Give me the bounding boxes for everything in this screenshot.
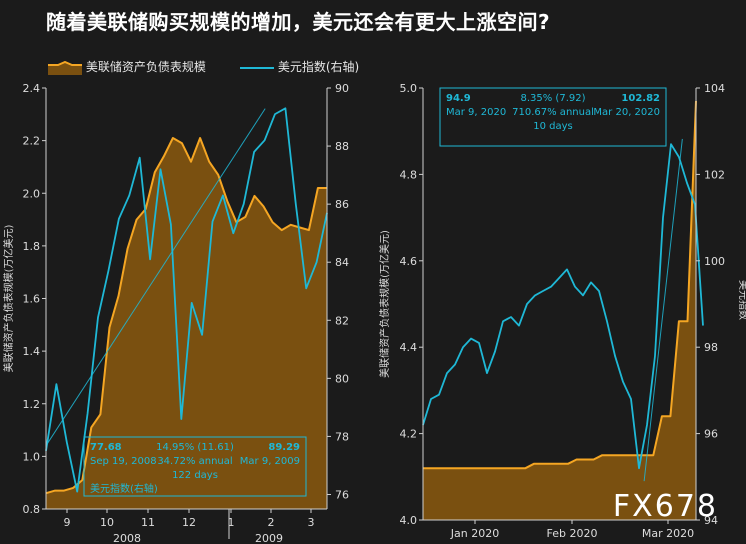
chart2-right-tick-label: 102: [704, 168, 725, 181]
chart1-stats-end-date: Mar 9, 2009: [240, 456, 300, 467]
chart1-stats-change: 14.95% (11.61): [156, 442, 234, 453]
chart2-stats-days: 10 days: [533, 121, 573, 132]
chart1-left-tick-label: 1.2: [23, 398, 41, 411]
chart2-right-tick-label: 96: [704, 428, 718, 441]
watermark-logo: FX678: [612, 489, 718, 524]
chart1-right-tick-label: 78: [335, 430, 349, 443]
chart1-stats-start-value: 77.68: [90, 442, 122, 453]
chart2-left-tick-label: 4.0: [400, 514, 418, 527]
chart2-fed-line: [423, 100, 697, 470]
chart1-left-tick-label: 1.6: [23, 293, 41, 306]
chart2-stats-start-date: Mar 9, 2020: [446, 107, 506, 118]
chart1-right-tick-label: 76: [335, 488, 349, 501]
chart1-left-tick-label: 2.2: [23, 135, 41, 148]
chart1-fed-area: [46, 138, 327, 509]
chart2-x-tick-label: Mar 2020: [642, 527, 694, 540]
chart1-left-tick-label: 2.4: [23, 82, 41, 95]
chart1-right-tick-label: 86: [335, 198, 349, 211]
chart2-dxy-line: [422, 143, 704, 470]
chart1-stats-start-date: Sep 19, 2008: [90, 456, 157, 467]
chart1-stats-annual: 34.72% annual: [157, 456, 232, 467]
chart1-dxy-line: [45, 107, 328, 493]
chart1-x-tick-label: 1: [228, 516, 235, 529]
chart2-right-tick-label: 94: [704, 514, 718, 527]
chart1-right-tick-label: 82: [335, 314, 349, 327]
chart2-stats-end-value: 102.82: [621, 93, 660, 104]
chart2-left-tick-label: 4.8: [400, 168, 418, 181]
chart1-left-tick-label: 0.8: [23, 503, 41, 516]
chart1-stats-box: [83, 436, 307, 497]
legend-item-fed: 美联储资产负债表规模: [48, 58, 206, 75]
chart1-right-tick-label: 88: [335, 140, 349, 153]
chart1-right-tick-label: 80: [335, 372, 349, 385]
legend-swatch-fed: [48, 60, 82, 75]
chart1-left-tick-label: 1.4: [23, 345, 41, 358]
chart1-trend-line: [45, 108, 266, 446]
chart1-right-tick-label: 84: [335, 256, 349, 269]
chart1-year-label: 2009: [255, 532, 283, 544]
chart2-right-tick-label: 104: [704, 82, 725, 95]
legend-item-dxy: 美元指数(右轴): [240, 58, 359, 75]
chart2-y-axis-label: 美联储资产负债表规模(万亿美元): [378, 230, 391, 378]
chart1-x-tick-label: 2: [268, 516, 275, 529]
chart2-left-tick-label: 4.2: [400, 428, 418, 441]
chart1-fed-line: [45, 137, 327, 495]
chart2-stats-box: [439, 87, 667, 147]
chart2-stats-start-value: 94.9: [446, 93, 471, 104]
chart1-x-tick-label: 12: [182, 516, 196, 529]
chart1-stats-days: 122 days: [172, 470, 218, 481]
chart1-x-tick-label: 3: [308, 516, 315, 529]
chart1-x-tick-label: 11: [141, 516, 155, 529]
chart2-y2-axis-label: 美元指数: [737, 280, 746, 320]
chart1-x-tick-label: 9: [64, 516, 71, 529]
chart2-trend-line: [643, 138, 683, 482]
chart2-x-tick-label: Jan 2020: [450, 527, 499, 540]
legend-label-dxy: 美元指数(右轴): [277, 60, 360, 74]
chart2-x-tick-label: Feb 2020: [547, 527, 598, 540]
chart2-left-tick-label: 4.4: [400, 341, 418, 354]
chart2-left-tick-label: 4.6: [400, 255, 418, 268]
chart1-stats-footer: 美元指数(右轴): [90, 482, 158, 495]
chart2-stats-annual: 710.67% annual: [512, 107, 594, 118]
chart1-right-tick-label: 90: [335, 82, 349, 95]
chart2-stats-end-date: Mar 20, 2020: [593, 107, 660, 118]
chart2-left-tick-label: 5.0: [400, 82, 418, 95]
chart2-stats-change: 8.35% (7.92): [520, 93, 585, 104]
chart2-right-tick-label: 98: [704, 341, 718, 354]
page-title: 随着美联储购买规模的增加，美元还会有更大上涨空间?: [46, 10, 551, 34]
chart1-year-label: 2008: [113, 532, 141, 544]
chart2-right-tick-label: 100: [704, 255, 725, 268]
legend-label-fed: 美联储资产负债表规模: [85, 60, 206, 74]
chart1-stats-end-value: 89.29: [268, 442, 300, 453]
chart1-left-tick-label: 1.0: [23, 450, 41, 463]
chart1-x-tick-label: 10: [100, 516, 114, 529]
legend-swatch-dxy: [240, 66, 274, 69]
chart2-fed-area: [423, 101, 696, 520]
chart1-left-tick-label: 2.0: [23, 187, 41, 200]
chart1-left-tick-label: 1.8: [23, 240, 41, 253]
chart1-y-axis-label: 美联储资产负债表规模(万亿美元): [2, 225, 15, 373]
